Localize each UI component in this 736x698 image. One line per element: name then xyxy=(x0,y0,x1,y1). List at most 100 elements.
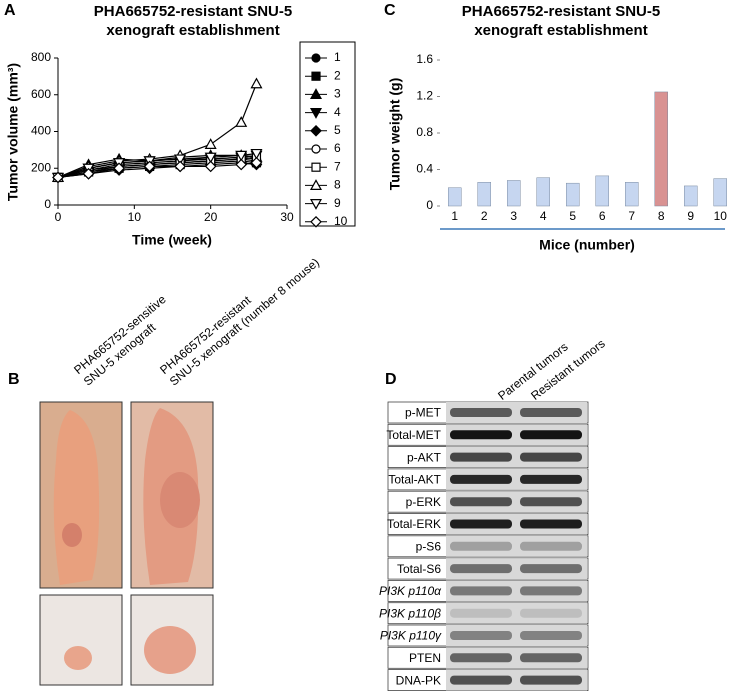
marker xyxy=(204,152,217,164)
marker xyxy=(52,171,64,184)
bar xyxy=(566,182,580,207)
legend-marker xyxy=(311,144,321,154)
x-tick-label: 7 xyxy=(628,209,635,223)
band xyxy=(450,675,512,685)
y-axis-label: Tumor weight (g) xyxy=(387,78,403,191)
band xyxy=(450,452,512,462)
row-label: p-MET xyxy=(405,406,442,420)
x-tick-label: 4 xyxy=(540,209,547,223)
legend-marker xyxy=(310,124,322,137)
legend-marker xyxy=(311,53,321,63)
y-tick-label: 400 xyxy=(31,124,51,138)
marker xyxy=(235,116,248,127)
x-tick-label: 0 xyxy=(55,210,62,224)
y-tick-label: 1.6 xyxy=(416,52,433,66)
row-label: PI3K p110β xyxy=(379,606,441,620)
blot-panel xyxy=(446,446,587,468)
legend-label: 6 xyxy=(334,141,341,155)
y-tick-label: 0.8 xyxy=(416,125,433,139)
panel-letter: D xyxy=(385,371,397,388)
bar xyxy=(536,177,550,207)
marker xyxy=(250,77,263,89)
band xyxy=(520,541,582,551)
blot-panel xyxy=(446,580,587,602)
legend-label: 1 xyxy=(334,50,341,64)
x-tick-label: 20 xyxy=(204,210,218,224)
x-axis-label: Time (week) xyxy=(132,232,212,248)
band xyxy=(520,452,582,462)
x-tick-label: 6 xyxy=(599,209,606,223)
y-tick-label: 200 xyxy=(31,160,51,174)
chart-title: PHA665752-resistant SNU-5 xenograft esta… xyxy=(461,3,661,39)
chart-title: PHA665752-resistant SNU-5 xenograft esta… xyxy=(93,3,293,39)
tumor xyxy=(62,523,82,547)
x-tick-label: 10 xyxy=(714,209,728,223)
blot-panel xyxy=(446,625,587,646)
row-label: PI3K p110γ xyxy=(380,629,442,643)
band xyxy=(520,608,582,618)
row-label: Total-AKT xyxy=(388,473,441,487)
band xyxy=(520,675,582,685)
series-line xyxy=(57,156,257,179)
legend-marker xyxy=(309,107,323,119)
tumor xyxy=(144,626,196,674)
legend-marker xyxy=(311,162,321,172)
blot-panel xyxy=(446,602,587,624)
legend-marker xyxy=(310,215,322,228)
mouse-photos xyxy=(39,401,214,686)
tumor xyxy=(160,472,200,528)
band xyxy=(450,631,512,640)
bar xyxy=(713,178,727,207)
marker xyxy=(250,148,263,160)
marker xyxy=(174,154,187,166)
blot-panel xyxy=(446,491,587,513)
row-label: p-ERK xyxy=(406,495,441,509)
y-tick-label: 0 xyxy=(426,198,433,212)
legend-label: 5 xyxy=(334,123,341,137)
band xyxy=(520,474,582,484)
band xyxy=(450,474,512,484)
legend-label: 8 xyxy=(334,178,341,192)
bar xyxy=(507,180,521,207)
blot-panel xyxy=(446,424,587,446)
x-axis-label: Mice (number) xyxy=(539,237,635,253)
band xyxy=(520,497,582,507)
bar xyxy=(595,175,609,207)
y-tick-label: 1.2 xyxy=(416,89,433,103)
marker xyxy=(235,158,248,171)
blot-panel xyxy=(446,402,587,423)
legend-label: 2 xyxy=(334,68,341,82)
blot-panel xyxy=(446,558,587,580)
band xyxy=(450,586,512,596)
band xyxy=(450,430,512,440)
marker xyxy=(204,160,217,173)
legend-marker xyxy=(309,199,323,210)
bar xyxy=(654,91,668,207)
y-tick-label: 600 xyxy=(31,87,51,101)
tumor xyxy=(64,646,92,670)
blot-panel xyxy=(446,647,587,669)
x-tick-label: 9 xyxy=(687,209,694,223)
band xyxy=(450,541,512,551)
y-tick-label: 800 xyxy=(31,50,51,64)
band xyxy=(450,408,512,417)
x-tick-label: 10 xyxy=(128,210,142,224)
legend-label: 7 xyxy=(334,159,341,173)
panel-letter: A xyxy=(4,2,16,19)
legend-label: 4 xyxy=(334,105,341,119)
legend-label: 3 xyxy=(334,87,341,101)
blot-panel xyxy=(446,535,587,557)
marker xyxy=(113,162,125,175)
marker xyxy=(143,160,156,173)
y-tick-label: 0 xyxy=(44,197,51,211)
blot-panel xyxy=(446,468,587,490)
row-label: PI3K p110α xyxy=(379,584,442,598)
legend-marker xyxy=(309,88,323,100)
panel-letter: C xyxy=(384,2,396,19)
band xyxy=(520,653,582,663)
marker xyxy=(204,138,217,149)
band xyxy=(450,653,512,663)
row-label: Total-ERK xyxy=(387,517,441,531)
band xyxy=(520,586,582,596)
band xyxy=(520,519,582,529)
